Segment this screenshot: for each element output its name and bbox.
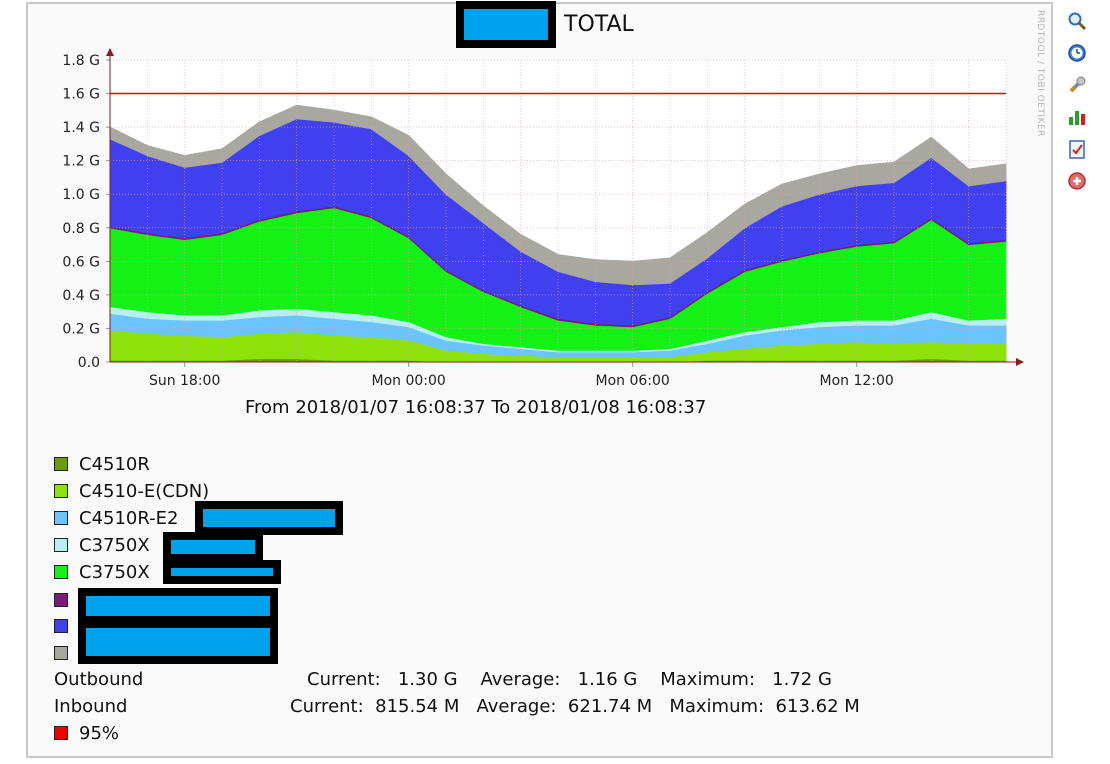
legend-label: C3750X xyxy=(79,535,150,556)
chart-title: TOTAL xyxy=(564,12,634,37)
clock-icon[interactable] xyxy=(1066,42,1088,64)
legend-label: C4510R-E2 xyxy=(79,508,179,529)
legend-swatch xyxy=(54,538,68,552)
inbound-label: Inbound xyxy=(54,696,128,717)
legend-swatch xyxy=(54,511,68,525)
outbound-label: Outbound xyxy=(54,669,144,690)
legend-label: C3750X xyxy=(79,562,150,583)
wrench-icon[interactable] xyxy=(1066,74,1088,96)
legend-swatch xyxy=(54,484,68,498)
legend-label: 95% xyxy=(79,723,120,744)
rrdtool-credit: RRDTOOL / TOBI OETIKER xyxy=(1035,10,1045,137)
legend-swatch xyxy=(54,457,68,471)
time-range: From 2018/01/07 16:08:37 To 2018/01/08 1… xyxy=(245,397,707,418)
redacted-label xyxy=(78,620,278,664)
redacted-title-prefix xyxy=(456,1,556,48)
redacted-label xyxy=(195,501,343,535)
legend-swatch xyxy=(54,593,68,607)
legend-swatch xyxy=(54,619,68,633)
redacted-label xyxy=(78,588,278,624)
zoom-icon[interactable] xyxy=(1066,10,1088,32)
legend-swatch xyxy=(54,726,68,740)
bar-chart-icon[interactable] xyxy=(1066,106,1088,128)
inbound-stats: Current: 815.54 M Average: 621.74 M Maxi… xyxy=(290,696,860,717)
clipboard-check-icon[interactable] xyxy=(1066,138,1088,160)
legend-label: C4510-E(CDN) xyxy=(79,481,210,502)
delete-icon[interactable] xyxy=(1066,170,1088,192)
legend-label: C4510R xyxy=(79,454,150,475)
redacted-label xyxy=(163,560,281,584)
legend-swatch xyxy=(54,565,68,579)
legend-swatch xyxy=(54,646,68,660)
outbound-stats: Current: 1.30 G Average: 1.16 G Maximum:… xyxy=(307,669,832,690)
redacted-label xyxy=(163,532,263,562)
